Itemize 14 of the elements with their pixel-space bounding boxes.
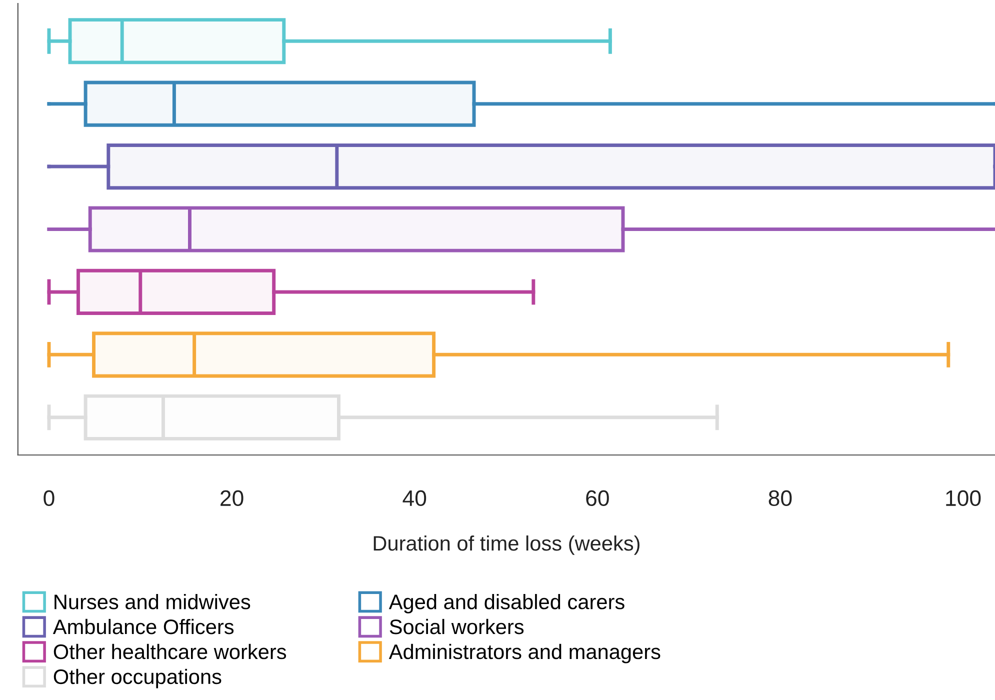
x-tick-label: 100 (946, 490, 981, 506)
x-tick-label: 60 (586, 490, 609, 506)
legend-label: Nurses and midwives (54, 594, 250, 610)
legend-label: Aged and disabled carers (388, 594, 624, 614)
legend-label: Other occupations (54, 668, 222, 688)
x-tick-label: 40 (402, 490, 426, 506)
legend-label: Other healthcare workers (54, 644, 286, 660)
x-axis-title: Duration of time loss (weeks) (374, 535, 640, 555)
x-tick-label: 0 (44, 490, 54, 506)
x-tick-label: 20 (220, 490, 244, 506)
x-tick-label: 80 (768, 490, 792, 506)
legend-label: Administrators and managers (388, 644, 660, 664)
legend-label: Ambulance Officers (52, 618, 234, 634)
legend-label: Social workers (390, 618, 524, 634)
